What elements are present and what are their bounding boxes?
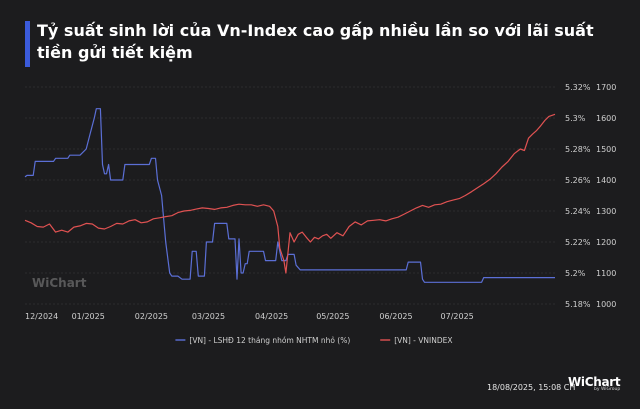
legend-label: [VN] - VNINDEX	[394, 336, 452, 345]
x-tick-label: 12/2024	[25, 312, 58, 321]
x-tick-label: 03/2025	[192, 312, 225, 321]
y-left-tick-label: 5.28%	[565, 145, 591, 154]
y-left-tick-label: 5.18%	[565, 300, 591, 309]
y-right-tick-label: 1200	[596, 238, 616, 247]
brand-name: WiChart	[568, 375, 621, 389]
x-tick-label: 04/2025	[255, 312, 288, 321]
y-left-tick-label: 5.32%	[565, 83, 591, 92]
x-tick-label: 05/2025	[316, 312, 349, 321]
footer-timestamp: 18/08/2025, 15:08 CH	[487, 383, 576, 392]
brand-subtitle: by WiGroup	[594, 387, 621, 392]
brand-logo: WiChart by WiGroup	[568, 375, 621, 392]
y-left-tick-label: 5.2%	[565, 269, 586, 278]
y-right-tick-label: 1100	[596, 269, 616, 278]
y-right-tick-label: 1700	[596, 83, 616, 92]
x-tick-label: 01/2025	[72, 312, 105, 321]
y-right-tick-label: 1400	[596, 176, 616, 185]
title-accent-bar	[25, 21, 30, 67]
series-line-deposit-rate	[24, 108, 555, 283]
y-right-tick-label: 1600	[596, 114, 616, 123]
y-right-tick-label: 1300	[596, 207, 616, 216]
y-left-tick-label: 5.22%	[565, 238, 591, 247]
legend-label: [VN] - LSHĐ 12 tháng nhóm NHTM nhỏ (%)	[189, 336, 350, 345]
x-tick-label: 07/2025	[441, 312, 474, 321]
y-left-tick-label: 5.26%	[565, 176, 591, 185]
y-left-tick-label: 5.24%	[565, 207, 591, 216]
chart-watermark: WiChart	[32, 276, 87, 290]
chart-title: Tỷ suất sinh lời của Vn-Index cao gấp nh…	[37, 21, 594, 62]
x-tick-label: 06/2025	[379, 312, 412, 321]
series-line-vnindex	[24, 113, 556, 274]
x-tick-label: 02/2025	[135, 312, 168, 321]
y-right-tick-label: 1500	[596, 145, 616, 154]
y-left-tick-label: 5.3%	[565, 114, 586, 123]
y-right-tick-label: 1000	[596, 300, 616, 309]
